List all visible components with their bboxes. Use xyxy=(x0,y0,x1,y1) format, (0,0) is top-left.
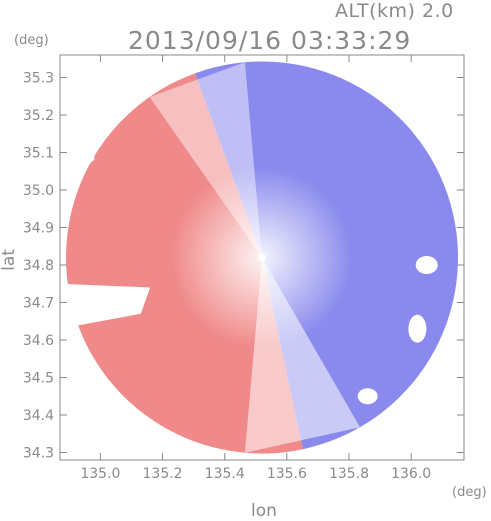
x-tick-label: 135.8 xyxy=(329,466,369,482)
x-axis-unit: (deg) xyxy=(452,485,487,500)
x-tick-label: 136.0 xyxy=(391,466,431,482)
chart-title: 2013/09/16 03:33:29 xyxy=(128,26,412,55)
plot-frame xyxy=(59,54,465,461)
no-echo-patch-southeast xyxy=(357,388,378,405)
x-tick-label: 135.2 xyxy=(143,466,183,482)
y-tick-label: 34.7 xyxy=(23,296,54,312)
y-tick-label: 35.3 xyxy=(23,71,54,87)
x-tick-label: 135.6 xyxy=(267,466,307,482)
no-echo-gap-northwest xyxy=(60,55,101,183)
y-tick-label: 35.0 xyxy=(23,183,54,199)
chart-subtitle: ALT(km) 2.0 xyxy=(335,0,454,22)
y-tick-label: 34.3 xyxy=(23,446,54,462)
y-tick-label: 34.5 xyxy=(23,371,54,387)
no-echo-patch-east xyxy=(408,314,427,343)
no-echo-gap-west xyxy=(60,283,151,329)
radar-site xyxy=(258,253,266,262)
no-echo-patch-northeast xyxy=(415,256,438,274)
x-tick-label: 135.4 xyxy=(205,466,245,482)
y-tick-label: 34.9 xyxy=(23,221,54,237)
y-tick-label: 35.2 xyxy=(23,108,54,124)
x-tick-label: 135.0 xyxy=(80,466,120,482)
y-tick-label: 34.8 xyxy=(23,258,54,274)
y-tick-label: 35.1 xyxy=(23,146,54,162)
y-tick-label: 34.6 xyxy=(23,333,54,349)
y-tick-label: 34.4 xyxy=(23,408,54,424)
y-axis-unit: (deg) xyxy=(14,33,49,48)
x-axis-label: lon xyxy=(251,501,277,521)
